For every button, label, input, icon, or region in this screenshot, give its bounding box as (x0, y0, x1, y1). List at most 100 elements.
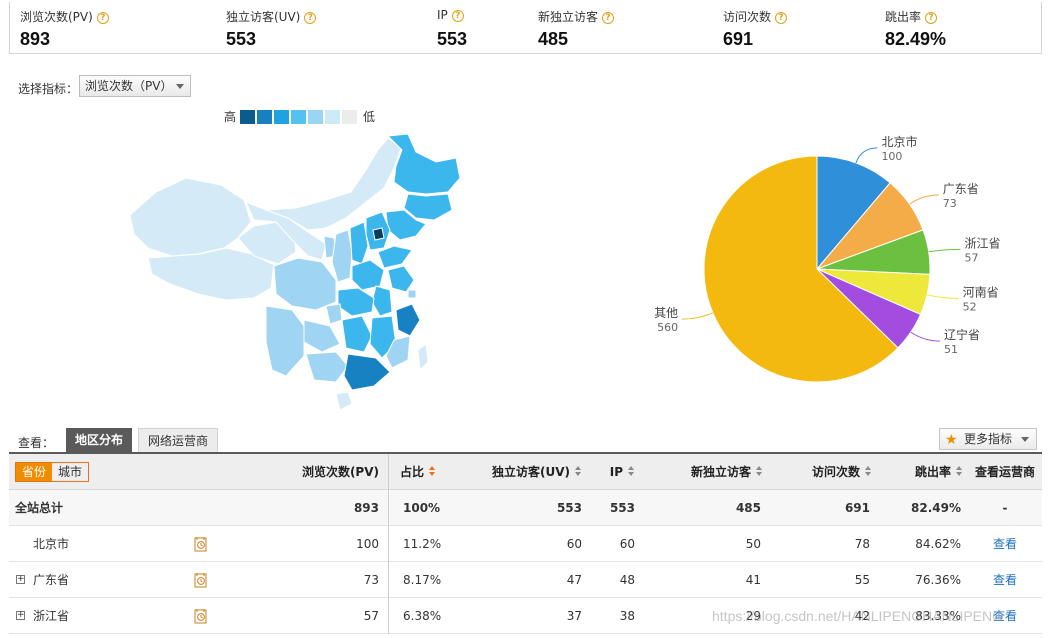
summary-bar: 浏览次数(PV)? 893 独立访客(UV)? 553 IP? 553 新独立访… (9, 2, 1042, 54)
cell-bounce: 82.49% (911, 501, 961, 515)
col-ip[interactable]: IP (582, 454, 635, 490)
map-region-taiwan[interactable] (417, 343, 429, 372)
trend-icon[interactable] (194, 608, 208, 624)
col-new-uv[interactable]: 新独立访客 (649, 454, 763, 490)
view-operator-link[interactable]: 查看 (992, 537, 1017, 551)
sort-icon (429, 466, 436, 477)
stat-value: 553 (437, 29, 468, 49)
tab-divider (9, 452, 1042, 454)
sort-icon (628, 466, 635, 477)
map-region-tibet[interactable] (147, 247, 275, 301)
pie-slice[interactable] (816, 155, 891, 271)
cell-visits: 42 (854, 609, 870, 623)
color-scale-legend: 高 低 (224, 108, 375, 125)
cell-new-uv: 29 (745, 609, 761, 623)
map-region-chongqing[interactable] (325, 303, 343, 325)
help-icon[interactable]: ? (96, 12, 109, 24)
tab-network-operator[interactable]: 网络运营商 (138, 428, 219, 453)
china-map (129, 133, 461, 411)
cell-uv: 37 (566, 609, 582, 623)
col-share-label: 占比 (400, 465, 425, 479)
map-region-jiangsu[interactable] (387, 265, 415, 293)
more-metrics-button[interactable]: ★ 更多指标 (939, 428, 1037, 450)
map-region-beijing[interactable] (372, 227, 385, 241)
trend-icon[interactable] (194, 536, 208, 552)
map-region-heilongjiang[interactable] (386, 133, 461, 195)
table-header: 省份 城市 浏览次数(PV) 占比 独立访客(UV) IP 新独立访客 访问次数… (9, 454, 1042, 490)
map-region-shanghai[interactable] (407, 289, 417, 299)
view-operator-link[interactable]: 查看 (992, 573, 1017, 587)
map-region-guangxi[interactable] (305, 351, 349, 383)
help-icon[interactable]: ? (602, 12, 615, 24)
map-region-shandong[interactable] (377, 245, 413, 269)
cell-new-uv: 41 (745, 573, 761, 587)
cell-ip: 553 (609, 501, 635, 515)
cell-bounce: 84.62% (915, 537, 961, 551)
col-pv[interactable]: 浏览次数(PV) (301, 465, 379, 479)
table-row: 全站总计 893 100% 553 553 485 691 82.49% - (9, 490, 1042, 526)
help-icon[interactable]: ? (775, 12, 788, 24)
scale-swatch (240, 109, 256, 124)
pie-leader-line (928, 248, 961, 253)
metric-select[interactable]: 浏览次数（PV） (79, 75, 191, 97)
view-label: 查看： (18, 436, 55, 450)
cell-pv: 73 (363, 573, 379, 587)
col-share[interactable]: 占比 (400, 454, 460, 490)
toggle-province[interactable]: 省份 (16, 463, 53, 481)
map-region-hainan[interactable] (335, 391, 353, 411)
cell-share: 11.2% (403, 537, 442, 551)
map-region-shaanxi[interactable] (331, 229, 353, 283)
map-region-yunnan[interactable] (265, 305, 305, 377)
map-region-inner-mongolia[interactable] (265, 137, 402, 231)
map-region-henan[interactable] (351, 259, 385, 291)
help-icon[interactable]: ? (304, 12, 317, 24)
pie-value-label: 100 (881, 150, 902, 163)
cell-pv: 100 (356, 537, 379, 551)
map-region-xinjiang[interactable] (129, 177, 252, 257)
view-operator-link[interactable]: 查看 (992, 609, 1017, 623)
expand-icon[interactable]: + (16, 610, 25, 620)
map-region-jilin[interactable] (403, 193, 453, 221)
scale-swatch (325, 109, 341, 124)
pie-label: 河南省 (963, 284, 999, 299)
map-region-shanxi[interactable] (349, 221, 369, 265)
map-region-hubei[interactable] (337, 287, 375, 317)
chevron-down-icon (1021, 437, 1029, 442)
map-region-anhui[interactable] (371, 285, 393, 317)
col-bounce-label: 跳出率 (914, 465, 951, 479)
map-region-sichuan[interactable] (273, 257, 337, 311)
help-icon[interactable]: ? (451, 10, 464, 22)
pie-leader-line (910, 331, 940, 342)
cell-visits: 691 (844, 501, 870, 515)
row-name: 全站总计 (15, 501, 64, 515)
table-row: + 浙江省 57 6.38% 37 38 29 42 83.33% 查看 (9, 598, 1042, 634)
cell-pv: 893 (353, 501, 379, 515)
toggle-city[interactable]: 城市 (58, 465, 83, 479)
map-region-hunan[interactable] (341, 315, 373, 353)
help-icon[interactable]: ? (925, 12, 938, 24)
col-visits[interactable]: 访问次数 (779, 454, 872, 490)
col-bounce[interactable]: 跳出率 (889, 454, 963, 490)
map-region-liaoning[interactable] (385, 209, 427, 241)
metric-select-value: 浏览次数（PV） (85, 79, 173, 93)
trend-icon[interactable] (194, 572, 208, 588)
column-divider (388, 454, 389, 490)
expand-icon[interactable]: + (16, 574, 25, 584)
sort-icon (756, 466, 763, 477)
cell-visits: 78 (854, 537, 870, 551)
map-region-guizhou[interactable] (303, 319, 341, 353)
col-uv[interactable]: 独立访客(UV) (449, 454, 582, 490)
col-new-uv-label: 新独立访客 (690, 465, 751, 479)
map-region-guangdong[interactable] (343, 353, 391, 391)
scale-low-label: 低 (363, 110, 376, 124)
map-region-fujian[interactable] (385, 335, 411, 369)
column-divider (388, 562, 389, 598)
chevron-down-icon (176, 84, 184, 89)
tab-region-distribution[interactable]: 地区分布 (66, 428, 133, 453)
region-table: 省份 城市 浏览次数(PV) 占比 独立访客(UV) IP 新独立访客 访问次数… (9, 454, 1042, 634)
map-region-zhejiang[interactable] (395, 303, 421, 337)
pie-value-label: 560 (657, 321, 678, 334)
col-ip-label: IP (609, 465, 623, 479)
pie-slice[interactable] (703, 155, 899, 383)
col-visits-label: 访问次数 (811, 465, 860, 479)
